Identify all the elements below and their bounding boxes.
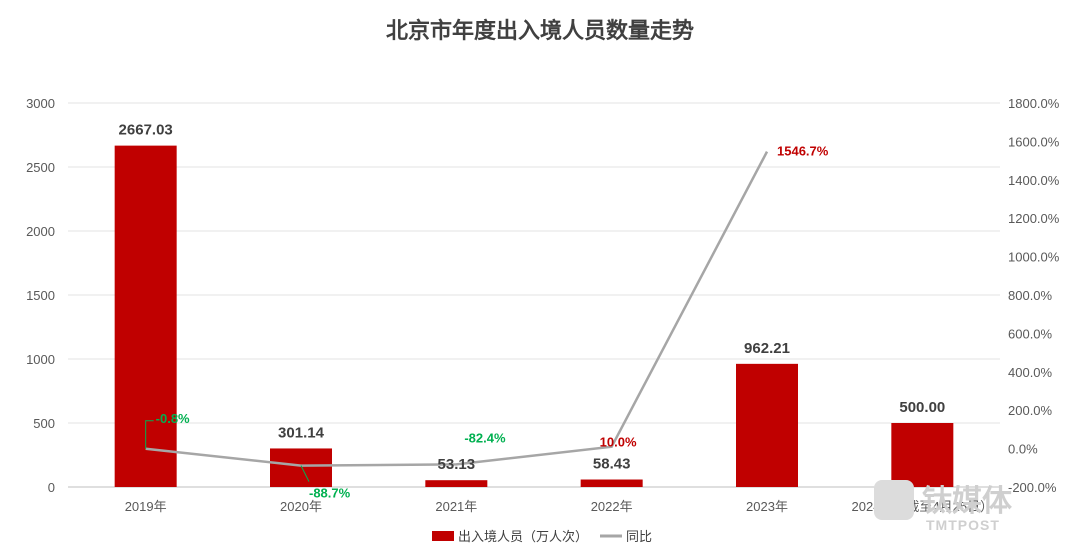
- bar-value-label: 58.43: [593, 456, 631, 473]
- y-right-tick-label: 0.0%: [1008, 442, 1038, 457]
- y-right-tick-label: -200.0%: [1008, 480, 1057, 495]
- legend-swatch-bar: [432, 531, 454, 541]
- bar: [891, 423, 954, 487]
- line-value-label: 10.0%: [600, 435, 637, 450]
- y-left-tick-label: 1500: [26, 288, 55, 303]
- bar: [270, 448, 332, 487]
- bar: [736, 363, 798, 487]
- x-tick-label: 2022年: [591, 499, 633, 514]
- bar: [580, 479, 643, 487]
- line-series: [145, 151, 769, 482]
- y-right-tick-label: 1000.0%: [1008, 250, 1060, 265]
- bar: [425, 480, 488, 487]
- y-right-tick-label: 600.0%: [1008, 326, 1053, 341]
- bar-value-label: 301.14: [278, 424, 325, 441]
- grid: [68, 102, 1000, 488]
- y-left-tick-label: 2000: [26, 224, 55, 239]
- yoy-line: [145, 151, 769, 467]
- x-tick-label: 2019年: [125, 499, 167, 514]
- x-axis: 2019年 2020年 2021年 2022年 2023年 2024年（截至4月25日）: [125, 499, 993, 514]
- y-left-tick-label: 1000: [26, 352, 55, 367]
- y-left-tick-label: 3000: [26, 96, 55, 111]
- bar-value-label: 962.21: [744, 340, 790, 357]
- y-right-tick-label: 1200.0%: [1008, 211, 1060, 226]
- chart-title: 北京市年度出入境人员数量走势: [386, 18, 694, 43]
- watermark: 钛媒体 TMTPOST: [874, 480, 1013, 533]
- y-right-tick-label: 800.0%: [1008, 288, 1053, 303]
- legend-label-line: 同比: [626, 529, 652, 544]
- legend-label-bar: 出入境人员（万人次）: [458, 529, 588, 544]
- line-value-label: -82.4%: [464, 430, 506, 445]
- y-right-tick-label: 200.0%: [1008, 403, 1053, 418]
- y-right-tick-label: 1800.0%: [1008, 96, 1060, 111]
- line-value-label: 1546.7%: [777, 144, 829, 159]
- watermark-logo: [874, 480, 914, 520]
- y-right-tick-label: 1600.0%: [1008, 134, 1060, 149]
- left-axis: 0 500 1000 1500 2000 2500 3000: [26, 96, 55, 495]
- bar-series: [114, 145, 954, 487]
- line-value-label: -88.7%: [309, 486, 351, 501]
- watermark-brand: 钛媒体: [922, 485, 1013, 518]
- legend: 出入境人员（万人次） 同比: [432, 529, 652, 544]
- x-tick-label: 2021年: [435, 499, 477, 514]
- x-tick-label: 2023年: [746, 499, 788, 514]
- y-left-tick-label: 0: [48, 480, 55, 495]
- x-tick-label: 2020年: [280, 499, 322, 514]
- label-leader: [145, 420, 154, 449]
- bar-value-label: 2667.03: [119, 122, 173, 139]
- label-leader: [300, 465, 310, 482]
- y-right-tick-label: 1400.0%: [1008, 173, 1060, 188]
- y-left-tick-label: 2500: [26, 160, 55, 175]
- data-labels: 2667.03 301.14 53.13 58.43 962.21 500.00 -0.8%…: [119, 122, 946, 501]
- watermark-sub: TMTPOST: [926, 517, 1000, 533]
- right-axis: -200.0% 0.0% 200.0% 400.0% 600.0% 800.0% 1000.…: [1008, 96, 1060, 495]
- line-value-label: -0.8%: [156, 411, 190, 426]
- y-left-tick-label: 500: [33, 416, 55, 431]
- bar-value-label: 500.00: [899, 399, 945, 416]
- y-right-tick-label: 400.0%: [1008, 365, 1053, 380]
- bar-value-label: 53.13: [438, 456, 476, 473]
